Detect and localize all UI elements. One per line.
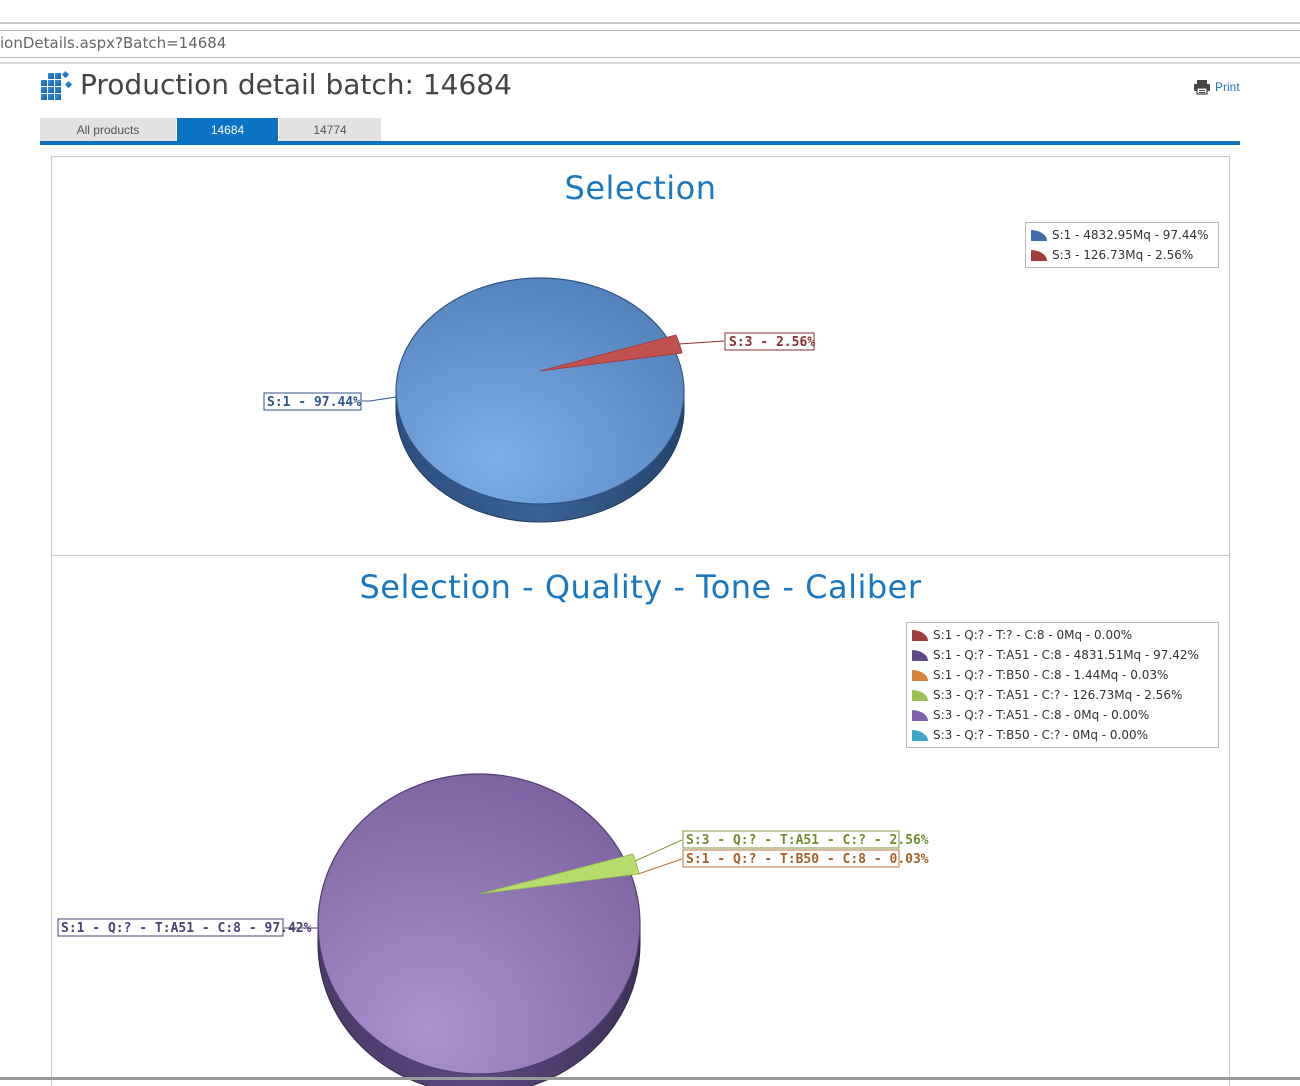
legend-label: S:1 - 4832.95Mq - 97.44% [1052, 228, 1209, 242]
leader-line [637, 858, 683, 875]
quarter-pie-swatch-icon [912, 730, 928, 741]
legend-item: S:3 - Q:? - T:A51 - C:8 - 0Mq - 0.00% [907, 705, 1218, 725]
legend-label: S:3 - Q:? - T:A51 - C:8 - 0Mq - 0.00% [933, 708, 1150, 722]
data-label-orange: S:1 - Q:? - T:B50 - C:8 - 0.03% [686, 852, 929, 867]
quarter-pie-swatch-icon [912, 690, 928, 701]
legend-label: S:3 - Q:? - T:B50 - C:? - 0Mq - 0.00% [933, 728, 1149, 742]
quarter-pie-swatch-icon [912, 710, 928, 721]
page-title: Production detail batch: 14684 [80, 68, 512, 101]
legend-label: S:1 - Q:? - T:B50 - C:8 - 1.44Mq - 0.03% [933, 668, 1169, 682]
address-bar[interactable]: ionDetails.aspx?Batch=14684 [0, 30, 1300, 58]
pie-slice-s1[interactable] [395, 277, 685, 505]
quarter-pie-swatch-icon [1031, 250, 1047, 261]
legend-label: S:1 - Q:? - T:A51 - C:8 - 4831.51Mq - 97… [933, 648, 1199, 662]
pie-slice-main[interactable] [317, 773, 641, 1075]
tab-underline [40, 141, 1240, 145]
quarter-pie-swatch-icon [1031, 230, 1047, 241]
legend-item: S:3 - 126.73Mq - 2.56% [1026, 245, 1218, 265]
data-label-green: S:3 - Q:? - T:A51 - C:? - 2.56% [686, 833, 929, 848]
print-button[interactable]: Print [1193, 79, 1240, 95]
sqtc-legend: S:1 - Q:? - T:? - C:8 - 0Mq - 0.00% S:1 … [906, 622, 1219, 748]
legend-label: S:3 - 126.73Mq - 2.56% [1052, 248, 1194, 262]
leader-line [634, 839, 683, 862]
selection-chart-panel: Selection S:1 - 4832.95Mq - 97.44% S:3 -… [51, 156, 1230, 556]
data-label-s3: S:3 - 2.56% [729, 335, 815, 350]
leader-line [362, 396, 397, 402]
selection-chart-title: Selection [564, 169, 717, 207]
sqtc-chart-panel: Selection - Quality - Tone - Caliber S:1… [51, 555, 1230, 1086]
legend-label: S:1 - Q:? - T:? - C:8 - 0Mq - 0.00% [933, 628, 1133, 642]
legend-item: S:1 - Q:? - T:A51 - C:8 - 4831.51Mq - 97… [907, 645, 1218, 665]
chrome-divider [0, 62, 1300, 64]
legend-label: S:3 - Q:? - T:A51 - C:? - 126.73Mq - 2.5… [933, 688, 1183, 702]
tab-batch-14774[interactable]: 14774 [279, 118, 382, 142]
legend-item: S:1 - 4832.95Mq - 97.44% [1026, 225, 1218, 245]
batch-tabs: All products 14684 14774 [40, 118, 382, 142]
sqtc-chart-title: Selection - Quality - Tone - Caliber [359, 568, 922, 606]
sqtc-pie-chart: S:3 - Q:? - T:A51 - C:? - 2.56% S:1 - Q:… [57, 773, 929, 1086]
printer-icon [1194, 80, 1210, 95]
data-label-main: S:1 - Q:? - T:A51 - C:8 - 97.42% [61, 921, 312, 936]
browser-chrome-line [0, 22, 1300, 24]
window-bottom-border [0, 1077, 1300, 1080]
legend-item: S:1 - Q:? - T:? - C:8 - 0Mq - 0.00% [907, 625, 1218, 645]
print-label[interactable]: Print [1215, 80, 1240, 94]
grid-cubes-icon [41, 70, 73, 100]
tab-batch-14684[interactable]: 14684 [177, 118, 279, 142]
address-text[interactable]: ionDetails.aspx?Batch=14684 [0, 34, 227, 52]
selection-pie-chart: S:3 - 2.56% S:1 - 97.44% [263, 277, 815, 523]
legend-item: S:3 - Q:? - T:B50 - C:? - 0Mq - 0.00% [907, 725, 1218, 745]
data-label-s1: S:1 - 97.44% [267, 395, 361, 410]
legend-item: S:3 - Q:? - T:A51 - C:? - 126.73Mq - 2.5… [907, 685, 1218, 705]
quarter-pie-swatch-icon [912, 630, 928, 641]
selection-legend: S:1 - 4832.95Mq - 97.44% S:3 - 126.73Mq … [1025, 222, 1219, 268]
leader-line [678, 340, 725, 345]
quarter-pie-swatch-icon [912, 650, 928, 661]
legend-item: S:1 - Q:? - T:B50 - C:8 - 1.44Mq - 0.03% [907, 665, 1218, 685]
tab-all-products[interactable]: All products [40, 118, 177, 142]
quarter-pie-swatch-icon [912, 670, 928, 681]
